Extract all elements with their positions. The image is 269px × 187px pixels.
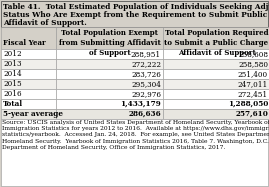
Bar bbox=[163, 49, 269, 59]
Bar bbox=[163, 99, 269, 109]
Bar bbox=[1, 109, 56, 119]
Text: 286,636: 286,636 bbox=[128, 110, 161, 118]
Text: 258,580: 258,580 bbox=[238, 60, 268, 68]
Text: 258,608: 258,608 bbox=[238, 50, 268, 58]
Bar bbox=[163, 109, 269, 119]
Bar bbox=[56, 59, 163, 69]
Bar bbox=[163, 79, 269, 89]
Text: 2012: 2012 bbox=[3, 50, 22, 58]
Text: Total Population Exempt
from Submitting Affidavit
of Support: Total Population Exempt from Submitting … bbox=[59, 29, 160, 57]
Text: Table 41.  Total Estimated Population of Individuals Seeking Adjustment of: Table 41. Total Estimated Population of … bbox=[3, 2, 269, 10]
Bar bbox=[1, 79, 56, 89]
Text: 1,433,179: 1,433,179 bbox=[120, 100, 161, 108]
Bar bbox=[1, 27, 56, 49]
Bar bbox=[1, 59, 56, 69]
Text: 5-year average: 5-year average bbox=[3, 110, 63, 118]
Bar bbox=[163, 27, 269, 49]
Text: Fiscal Year: Fiscal Year bbox=[3, 39, 46, 47]
Text: 2013: 2013 bbox=[3, 60, 22, 68]
Bar bbox=[1, 119, 268, 186]
Bar bbox=[1, 49, 56, 59]
Text: 283,726: 283,726 bbox=[131, 70, 161, 78]
Text: Status Who Are Exempt from the Requirement to Submit Public Charge: Status Who Are Exempt from the Requireme… bbox=[3, 10, 269, 19]
Bar bbox=[56, 79, 163, 89]
Text: 2014: 2014 bbox=[3, 70, 22, 78]
Bar bbox=[56, 99, 163, 109]
Text: 247,011: 247,011 bbox=[238, 80, 268, 88]
Text: 1,288,050: 1,288,050 bbox=[228, 100, 268, 108]
Text: Total Population Required
to Submit a Public Charge
Affidavit of Support: Total Population Required to Submit a Pu… bbox=[164, 29, 268, 57]
Text: Total: Total bbox=[3, 100, 23, 108]
Text: 2015: 2015 bbox=[3, 80, 22, 88]
Bar bbox=[56, 109, 163, 119]
Bar bbox=[163, 89, 269, 99]
Bar bbox=[56, 89, 163, 99]
Text: 292,976: 292,976 bbox=[131, 90, 161, 98]
Bar bbox=[56, 69, 163, 79]
Bar bbox=[163, 59, 269, 69]
Bar bbox=[1, 1, 268, 27]
Text: Affidavit of Support.: Affidavit of Support. bbox=[3, 19, 87, 27]
Text: 257,610: 257,610 bbox=[235, 110, 268, 118]
Bar bbox=[1, 89, 56, 99]
Text: 272,222: 272,222 bbox=[131, 60, 161, 68]
Bar bbox=[56, 27, 163, 49]
Text: 295,304: 295,304 bbox=[131, 80, 161, 88]
Text: 251,400: 251,400 bbox=[238, 70, 268, 78]
Text: 288,951: 288,951 bbox=[131, 50, 161, 58]
Text: 2016: 2016 bbox=[3, 90, 22, 98]
Text: 272,451: 272,451 bbox=[238, 90, 268, 98]
Bar bbox=[56, 49, 163, 59]
Bar bbox=[1, 69, 56, 79]
Bar bbox=[1, 99, 56, 109]
Bar bbox=[163, 69, 269, 79]
Text: Source: USCIS analysis of United States Department of Homeland Security, Yearboo: Source: USCIS analysis of United States … bbox=[2, 120, 269, 150]
